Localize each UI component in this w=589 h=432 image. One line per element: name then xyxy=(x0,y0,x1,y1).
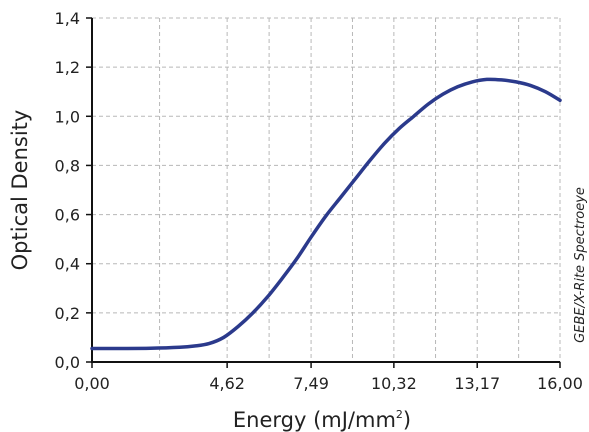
x-axis-title-superscript: 2 xyxy=(396,408,403,421)
x-tick-label: 7,49 xyxy=(293,374,329,393)
x-axis-ticks: 0,00 4,62 7,49 10,32 13,17 16,00 xyxy=(74,362,583,393)
y-tick-label: 1,0 xyxy=(55,107,80,126)
y-axis-ticks: 0,0 0,2 0,4 0,6 0,8 1,0 1,2 1,4 xyxy=(55,9,92,372)
x-axis-title-close: ) xyxy=(403,408,411,432)
x-tick-label: 13,17 xyxy=(454,374,500,393)
source-note: GEBE/X-Rite Spectroeye xyxy=(573,187,588,343)
y-tick-label: 1,4 xyxy=(55,9,80,28)
y-tick-label: 0,4 xyxy=(55,255,80,274)
y-tick-label: 0,2 xyxy=(55,304,80,323)
y-tick-label: 0,6 xyxy=(55,206,80,225)
x-tick-label: 4,62 xyxy=(209,374,245,393)
series-group xyxy=(90,77,562,351)
y-tick-label: 0,0 xyxy=(55,353,80,372)
y-tick-label: 0,8 xyxy=(55,156,80,175)
y-tick-label: 1,2 xyxy=(55,58,80,77)
axes xyxy=(91,18,560,363)
grid xyxy=(92,17,561,362)
y-axis-title: Optical Density xyxy=(8,110,32,271)
x-axis-title: Energy (mJ/mm2) xyxy=(233,408,411,432)
series-line xyxy=(90,77,562,351)
x-tick-label: 0,00 xyxy=(74,374,110,393)
x-tick-label: 16,00 xyxy=(537,374,583,393)
x-tick-label: 10,32 xyxy=(371,374,417,393)
